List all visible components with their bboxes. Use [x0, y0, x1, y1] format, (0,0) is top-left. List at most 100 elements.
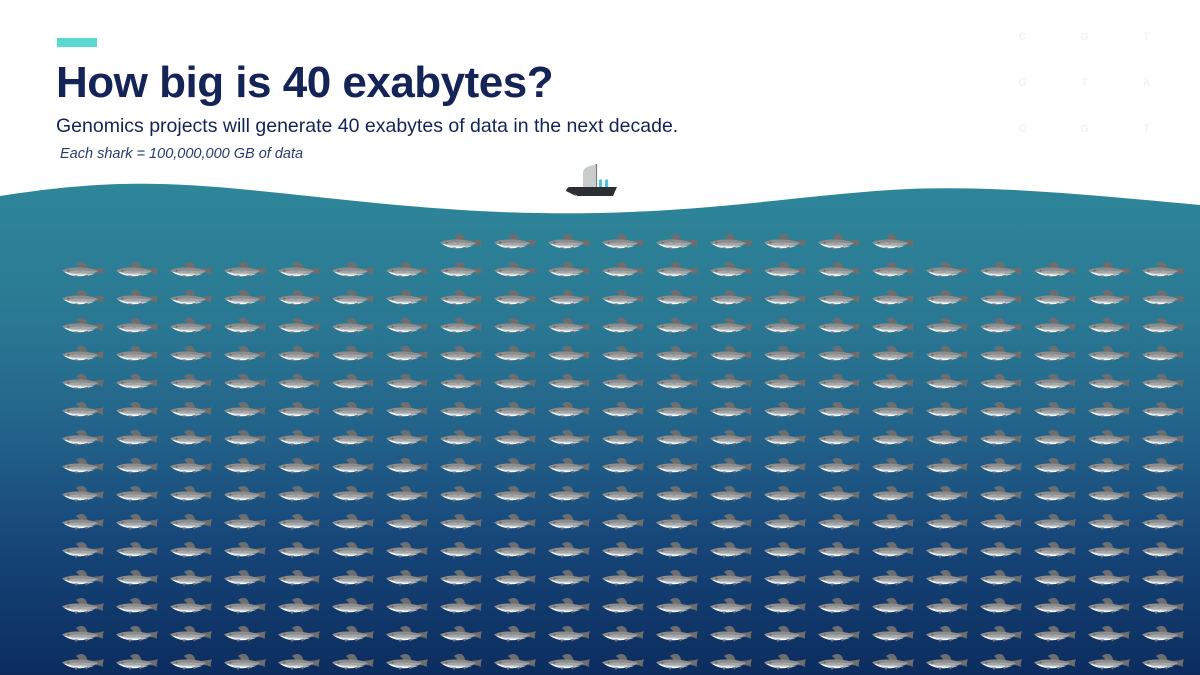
shark-icon: [438, 512, 486, 535]
shark-icon: [870, 652, 918, 675]
shark-icon: [276, 456, 324, 479]
shark-icon: [924, 288, 972, 311]
shark-icon: [1032, 624, 1080, 647]
shark-icon: [222, 344, 270, 367]
shark-icon: [978, 568, 1026, 591]
shark-icon: [654, 260, 702, 283]
shark-icon: [600, 260, 648, 283]
shark-icon: [1140, 400, 1188, 423]
shark-icon: [654, 232, 702, 255]
shark-icon: [1086, 512, 1134, 535]
shark-icon: [600, 344, 648, 367]
shark-icon: [438, 288, 486, 311]
shark-icon: [600, 540, 648, 563]
shark-icon: [600, 372, 648, 395]
shark-icon: [168, 596, 216, 619]
shark-icon: [492, 372, 540, 395]
shark-icon: [330, 596, 378, 619]
shark-icon: [1086, 288, 1134, 311]
shark-icon: [654, 540, 702, 563]
shark-icon: [1140, 652, 1188, 675]
shark-icon: [600, 232, 648, 255]
shark-icon: [276, 260, 324, 283]
shark-icon: [870, 484, 918, 507]
shark-icon: [762, 372, 810, 395]
shark-icon: [546, 540, 594, 563]
shark-icon: [384, 400, 432, 423]
shark-icon: [276, 512, 324, 535]
accent-bar: [57, 38, 97, 47]
shark-icon: [384, 288, 432, 311]
shark-icon: [222, 400, 270, 423]
shark-icon: [492, 624, 540, 647]
shark-icon: [384, 512, 432, 535]
shark-icon: [762, 260, 810, 283]
shark-icon: [114, 596, 162, 619]
shark-icon: [222, 512, 270, 535]
shark-icon: [168, 512, 216, 535]
shark-icon: [60, 456, 108, 479]
shark-icon: [276, 344, 324, 367]
shark-icon: [762, 484, 810, 507]
dna-letter: G: [1018, 77, 1028, 89]
shark-icon: [1086, 456, 1134, 479]
shark-icon: [438, 428, 486, 451]
shark-icon: [330, 316, 378, 339]
shark-icon: [870, 344, 918, 367]
shark-icon: [330, 624, 378, 647]
shark-icon: [492, 428, 540, 451]
shark-icon: [978, 512, 1026, 535]
shark-icon: [600, 568, 648, 591]
shark-icon: [816, 400, 864, 423]
shark-icon: [870, 568, 918, 591]
shark-icon: [276, 316, 324, 339]
shark-icon: [654, 400, 702, 423]
shark-icon: [276, 624, 324, 647]
shark-icon: [60, 624, 108, 647]
shark-icon: [924, 456, 972, 479]
shark-icon: [762, 624, 810, 647]
shark-icon: [60, 288, 108, 311]
shark-icon: [978, 316, 1026, 339]
shark-icon: [222, 372, 270, 395]
shark-icon: [978, 596, 1026, 619]
shark-icon: [330, 652, 378, 675]
shark-icon: [384, 456, 432, 479]
shark-icon: [438, 596, 486, 619]
shark-icon: [1140, 484, 1188, 507]
shark-icon: [60, 260, 108, 283]
shark-icon: [978, 540, 1026, 563]
dna-letter: T: [1143, 31, 1151, 43]
shark-icon: [654, 456, 702, 479]
shark-icon: [708, 372, 756, 395]
shark-icon: [384, 568, 432, 591]
shark-icon: [870, 400, 918, 423]
shark-icon: [1032, 652, 1080, 675]
shark-icon: [222, 596, 270, 619]
shark-icon: [708, 344, 756, 367]
shark-icon: [1140, 372, 1188, 395]
dna-watermark-grid: C G T G T A C G T: [992, 14, 1178, 152]
shark-icon: [60, 540, 108, 563]
shark-icon: [438, 316, 486, 339]
shark-icon: [438, 540, 486, 563]
shark-icon: [384, 652, 432, 675]
shark-icon: [708, 428, 756, 451]
shark-icon: [654, 652, 702, 675]
shark-icon: [168, 428, 216, 451]
shark-icon: [438, 652, 486, 675]
shark-icon: [222, 484, 270, 507]
shark-icon: [222, 288, 270, 311]
shark-icon: [168, 568, 216, 591]
shark-icon: [1086, 372, 1134, 395]
shark-icon: [276, 540, 324, 563]
shark-icon: [438, 344, 486, 367]
shark-icon: [816, 428, 864, 451]
shark-icon: [438, 624, 486, 647]
shark-icon: [168, 484, 216, 507]
shark-icon: [978, 652, 1026, 675]
shark-icon: [870, 232, 918, 255]
dna-letter: C: [1018, 31, 1028, 43]
